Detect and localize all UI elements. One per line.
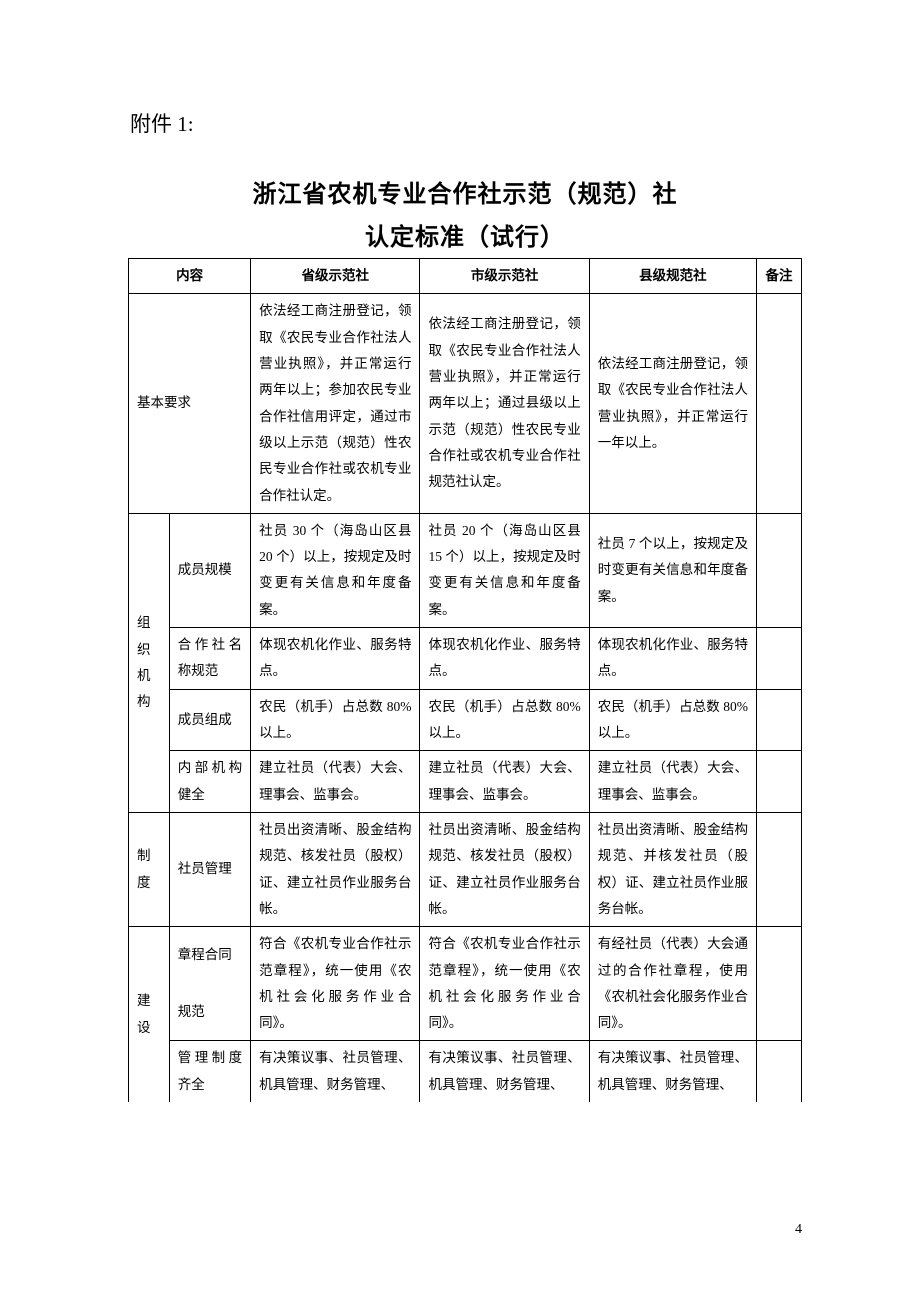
cell-internal-province: 建立社员（代表）大会、理事会、监事会。 (251, 751, 420, 813)
cell-scale-label: 成员规模 (169, 513, 250, 627)
cell-member-remark (756, 812, 801, 926)
cell-basic-remark (756, 294, 801, 514)
cell-org-label: 组织机构 (129, 513, 170, 812)
cell-compose-city: 农民（机手）占总数 80%以上。 (420, 689, 589, 751)
cell-scale-city: 社员 20 个（海岛山区县15 个）以上，按规定及时变更有关信息和年度备案。 (420, 513, 589, 627)
cell-mgmt-province: 有决策议事、社员管理、机具管理、财务管理、 (251, 1041, 420, 1102)
cell-name-city: 体现农机化作业、服务特点。 (420, 628, 589, 690)
cell-basic-county: 依法经工商注册登记，领取《农民专业合作社法人营业执照》，并正常运行一年以上。 (589, 294, 756, 514)
cell-system-label: 制度 (129, 812, 170, 926)
row-org-compose: 成员组成 农民（机手）占总数 80%以上。 农民（机手）占总数 80%以上。 农… (129, 689, 802, 751)
page-container: 附件 1: 浙江省农机专业合作社示范（规范）社 认定标准（试行） 内容 省级示范… (0, 0, 920, 1302)
title-line-1: 浙江省农机专业合作社示范（规范）社 (128, 174, 802, 209)
cell-charter-city: 符合《农机专业合作社示范章程》，统一使用《农机社会化服务作业合同》。 (420, 927, 589, 1041)
row-org-scale: 组织机构 成员规模 社员 30 个（海岛山区县20 个）以上，按规定及时变更有关… (129, 513, 802, 627)
cell-compose-label: 成员组成 (169, 689, 250, 751)
cell-mgmt-city: 有决策议事、社员管理、机具管理、财务管理、 (420, 1041, 589, 1102)
cell-build-label: 建设 (129, 927, 170, 1102)
cell-charter-county: 有经社员（代表）大会通过的合作社章程，使用《农机社会化服务作业合同》。 (589, 927, 756, 1041)
row-build-charter: 建设 章程合同 符合《农机专业合作社示范章程》，统一使用《农机社会化服务作业合同… (129, 927, 802, 984)
cell-internal-city: 建立社员（代表）大会、理事会、监事会。 (420, 751, 589, 813)
cell-internal-county: 建立社员（代表）大会、理事会、监事会。 (589, 751, 756, 813)
row-system-member: 制度 社员管理 社员出资清晰、股金结构规范、核发社员（股权）证、建立社员作业服务… (129, 812, 802, 926)
cell-member-province: 社员出资清晰、股金结构规范、核发社员（股权）证、建立社员作业服务台帐。 (251, 812, 420, 926)
title-line-2: 认定标准（试行） (128, 217, 802, 252)
cell-member-label: 社员管理 (169, 812, 250, 926)
row-org-name: 合作社名称规范 体现农机化作业、服务特点。 体现农机化作业、服务特点。 体现农机… (129, 628, 802, 690)
cell-member-city: 社员出资清晰、股金结构规范、核发社员（股权）证、建立社员作业服务台帐。 (420, 812, 589, 926)
cell-name-province: 体现农机化作业、服务特点。 (251, 628, 420, 690)
cell-mgmt-label: 管理制度齐全 (169, 1041, 250, 1102)
header-province: 省级示范社 (251, 259, 420, 294)
cell-scale-remark (756, 513, 801, 627)
header-county: 县级规范社 (589, 259, 756, 294)
cell-name-county: 体现农机化作业、服务特点。 (589, 628, 756, 690)
row-build-mgmt: 管理制度齐全 有决策议事、社员管理、机具管理、财务管理、 有决策议事、社员管理、… (129, 1041, 802, 1102)
header-content: 内容 (129, 259, 251, 294)
cell-name-remark (756, 628, 801, 690)
header-remark: 备注 (756, 259, 801, 294)
cell-charter-remark (756, 927, 801, 1041)
cell-basic-city: 依法经工商注册登记，领取《农民专业合作社法人营业执照》，并正常运行两年以上；通过… (420, 294, 589, 514)
cell-compose-remark (756, 689, 801, 751)
cell-internal-label: 内部机构健全 (169, 751, 250, 813)
row-basic: 基本要求 依法经工商注册登记，领取《农民专业合作社法人营业执照》，并正常运行两年… (129, 294, 802, 514)
cell-charter-province: 符合《农机专业合作社示范章程》，统一使用《农机社会化服务作业合同》。 (251, 927, 420, 1041)
cell-charter-label1: 章程合同 (169, 927, 250, 984)
cell-scale-province: 社员 30 个（海岛山区县20 个）以上，按规定及时变更有关信息和年度备案。 (251, 513, 420, 627)
cell-member-county: 社员出资清晰、股金结构规范、并核发社员（股权）证、建立社员作业服务台帐。 (589, 812, 756, 926)
cell-charter-label2: 规范 (169, 984, 250, 1041)
attachment-label: 附件 1: (130, 108, 802, 138)
cell-basic-label: 基本要求 (129, 294, 251, 514)
cell-mgmt-county: 有决策议事、社员管理、机具管理、财务管理、 (589, 1041, 756, 1102)
cell-name-label: 合作社名称规范 (169, 628, 250, 690)
table-header-row: 内容 省级示范社 市级示范社 县级规范社 备注 (129, 259, 802, 294)
row-org-internal: 内部机构健全 建立社员（代表）大会、理事会、监事会。 建立社员（代表）大会、理事… (129, 751, 802, 813)
cell-compose-county: 农民（机手）占总数 80%以上。 (589, 689, 756, 751)
cell-basic-province: 依法经工商注册登记，领取《农民专业合作社法人营业执照》，并正常运行两年以上；参加… (251, 294, 420, 514)
standards-table: 内容 省级示范社 市级示范社 县级规范社 备注 基本要求 依法经工商注册登记，领… (128, 258, 802, 1102)
cell-scale-county: 社员 7 个以上，按规定及时变更有关信息和年度备案。 (589, 513, 756, 627)
cell-internal-remark (756, 751, 801, 813)
cell-compose-province: 农民（机手）占总数 80%以上。 (251, 689, 420, 751)
header-city: 市级示范社 (420, 259, 589, 294)
cell-mgmt-remark (756, 1041, 801, 1102)
page-number: 4 (795, 1222, 802, 1238)
